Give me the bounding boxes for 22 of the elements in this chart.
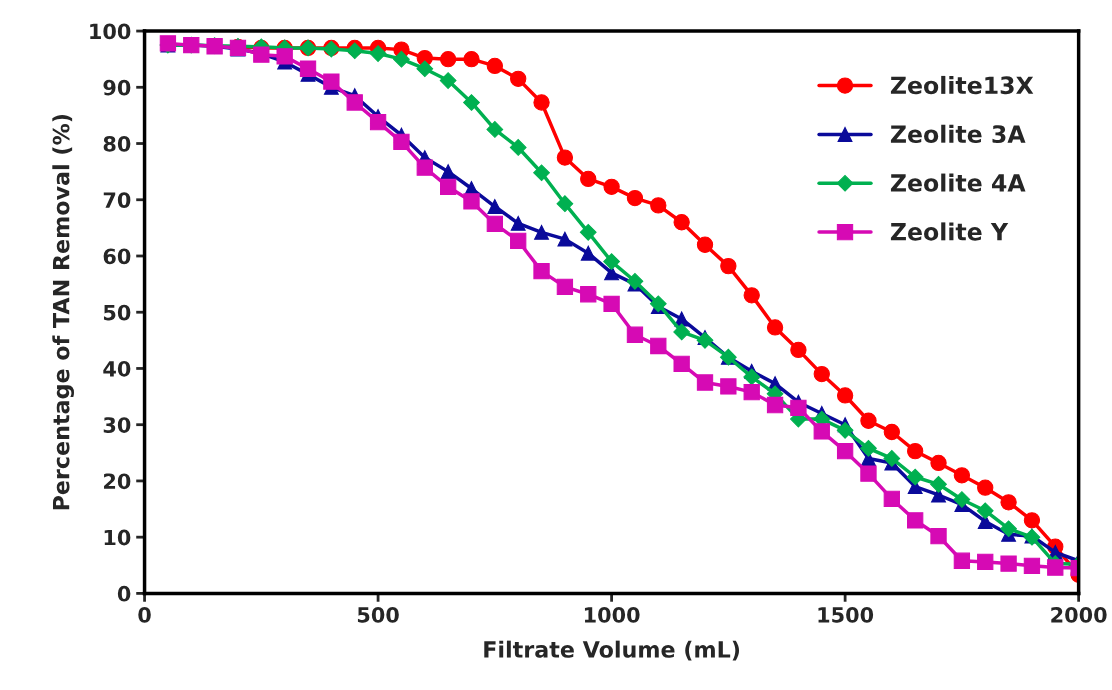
y-tick-label: 0: [117, 585, 131, 602]
legend-label: Zeolite 3A: [890, 124, 1026, 144]
y-tick-label: 60: [103, 248, 131, 265]
y-tick-label: 80: [103, 135, 131, 152]
x-tick-label: 0: [138, 606, 151, 623]
legend-label: Zeolite Y: [890, 222, 1009, 241]
y-tick-label: 10: [104, 529, 131, 546]
y-tick-label: 20: [104, 473, 131, 490]
x-tick-label: 2000: [1051, 606, 1107, 623]
legend-label: Zeolite13X: [890, 75, 1034, 95]
y-tick-label: 30: [103, 417, 131, 433]
y-tick-label: 90: [103, 79, 131, 96]
x-tick-label: 500: [357, 606, 399, 623]
y-axis-title: Percentage of TAN Removal (%): [52, 114, 74, 510]
y-tick-label: 100: [90, 23, 131, 40]
y-tick-label: 40: [103, 360, 131, 377]
y-tick-label: 50: [103, 304, 131, 321]
y-tick-label: 70: [103, 192, 131, 208]
x-tick-label: 1500: [818, 606, 874, 623]
x-axis-title: Filtrate Volume (mL): [484, 640, 740, 661]
legend-label: Zeolite 4A: [890, 173, 1026, 192]
x-tick-label: 1000: [584, 606, 640, 623]
